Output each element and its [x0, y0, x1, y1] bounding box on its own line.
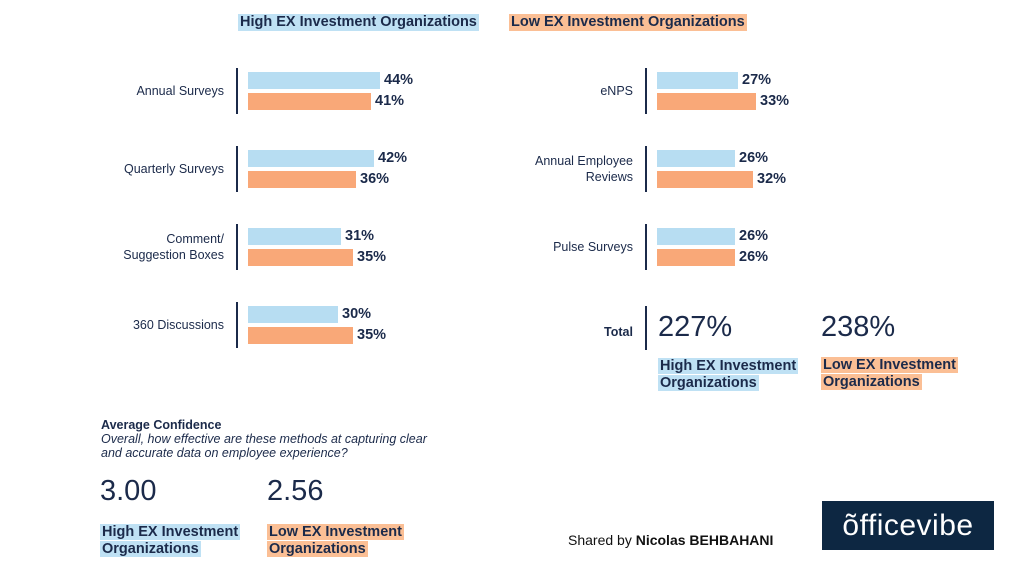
total-legend-high: High EX Investment Organizations	[658, 358, 799, 392]
confidence-legend-high: High EX Investment Organizations	[100, 524, 241, 558]
value-label-low: 35%	[357, 249, 387, 265]
bar-high	[248, 306, 338, 323]
bar-low	[657, 171, 753, 188]
confidence-question: Overall, how effective are these methods…	[101, 432, 427, 460]
bar-high	[657, 150, 735, 167]
total-high-value: 227%	[658, 311, 733, 343]
bar-low	[657, 93, 756, 110]
total-label: Total	[604, 325, 633, 339]
bar-high	[657, 228, 735, 245]
officevibe-logo: õfficevibe	[822, 501, 994, 550]
value-label-low: 32%	[757, 171, 787, 187]
confidence-high-value: 3.00	[100, 475, 157, 507]
value-label-low: 41%	[375, 93, 405, 109]
category-axis-line	[236, 224, 238, 270]
value-label-high: 26%	[739, 228, 769, 244]
shared-by-author: Nicolas BEHBAHANI	[635, 532, 774, 548]
total-legend-low-line2: Organizations	[821, 374, 922, 390]
bar-high	[657, 72, 738, 89]
value-label-low: 36%	[360, 171, 390, 187]
logo-text: õfficevibe	[842, 508, 974, 542]
value-label-low: 26%	[739, 249, 769, 265]
category-axis-line	[236, 68, 238, 114]
category-label: Quarterly Surveys	[123, 162, 224, 176]
legend-high: High EX Investment Organizations	[238, 14, 479, 31]
confidence-legend-low: Low EX Investment Organizations	[267, 524, 404, 558]
bar-high	[248, 72, 380, 89]
total-legend-high-line1: High EX Investment	[658, 358, 799, 374]
legend-low: Low EX Investment Organizations	[509, 14, 747, 31]
category-axis-line	[236, 302, 238, 348]
bar-high	[248, 228, 341, 245]
bar-low	[248, 171, 356, 188]
category-label: eNPS	[600, 84, 633, 98]
value-label-high: 31%	[345, 228, 375, 244]
total-axis-line	[645, 306, 647, 350]
category-label: 360 Discussions	[132, 318, 224, 332]
bar-low	[248, 93, 371, 110]
confidence-legend-low-line2: Organizations	[267, 541, 368, 557]
confidence-title: Average Confidence	[101, 418, 222, 432]
value-label-high: 30%	[342, 306, 372, 322]
bar-low	[657, 249, 735, 266]
category-axis-line	[236, 146, 238, 192]
value-label-high: 27%	[742, 72, 772, 88]
value-label-high: 44%	[384, 72, 414, 88]
shared-by: Shared by Nicolas BEHBAHANI	[568, 532, 773, 548]
confidence-legend-high-line1: High EX Investment	[100, 524, 241, 540]
category-axis-line	[645, 68, 647, 114]
category-axis-line	[645, 224, 647, 270]
confidence-legend-low-line1: Low EX Investment	[267, 524, 404, 540]
value-label-low: 33%	[760, 93, 790, 109]
total-legend-low: Low EX Investment Organizations	[821, 357, 958, 391]
bar-low	[248, 249, 353, 266]
confidence-low-value: 2.56	[267, 475, 324, 507]
category-axis-line	[645, 146, 647, 192]
total-low-value: 238%	[821, 311, 896, 343]
bar-high	[248, 150, 374, 167]
category-label: Annual Surveys	[136, 84, 224, 98]
value-label-high: 42%	[378, 150, 408, 166]
category-label: Annual Employee Reviews	[535, 154, 633, 184]
value-label-high: 26%	[739, 150, 769, 166]
bar-low	[248, 327, 353, 344]
category-label: Pulse Surveys	[553, 240, 633, 254]
category-label: Comment/ Suggestion Boxes	[123, 232, 224, 262]
total-legend-low-line1: Low EX Investment	[821, 357, 958, 373]
total-legend-high-line2: Organizations	[658, 375, 759, 391]
value-label-low: 35%	[357, 327, 387, 343]
shared-by-prefix: Shared by	[568, 532, 632, 548]
confidence-legend-high-line2: Organizations	[100, 541, 201, 557]
